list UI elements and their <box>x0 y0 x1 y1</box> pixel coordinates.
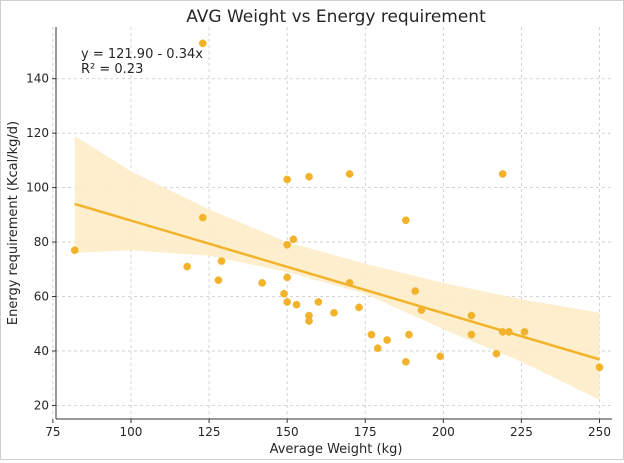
x-tick-label: 200 <box>432 425 455 439</box>
axes <box>55 27 612 420</box>
data-point <box>401 357 410 366</box>
regression-equation: y = 121.90 - 0.34x <box>81 47 203 62</box>
x-tick-label: 150 <box>276 425 299 439</box>
data-point <box>355 303 363 312</box>
data-point <box>498 170 507 178</box>
y-axis-label: Energy requirement (Kcal/kg/d) <box>6 121 21 325</box>
data-point <box>283 298 291 306</box>
y-tick-label: 100 <box>26 181 49 195</box>
data-point <box>217 257 226 265</box>
data-point <box>520 328 529 336</box>
data-point <box>289 235 298 244</box>
data-points <box>70 39 604 372</box>
y-tick-label: 20 <box>34 398 49 412</box>
data-point <box>345 170 354 178</box>
data-point <box>467 330 476 339</box>
x-tick-label: 125 <box>198 425 221 439</box>
data-point <box>405 330 413 339</box>
data-point <box>283 273 291 282</box>
confidence-band <box>74 135 600 400</box>
y-tick-label: 60 <box>34 290 49 304</box>
data-point <box>467 311 476 320</box>
x-tick-label: 225 <box>510 425 533 439</box>
data-point <box>305 317 313 325</box>
y-tick-label: 80 <box>34 235 49 249</box>
x-axis-label: Average Weight (kg) <box>270 442 403 457</box>
regression-line-group <box>74 202 600 361</box>
data-point <box>505 328 513 336</box>
data-point <box>314 298 323 306</box>
data-point <box>492 349 501 358</box>
y-tick-label: 140 <box>26 72 49 86</box>
data-point <box>292 300 301 309</box>
data-point <box>436 352 445 361</box>
data-point <box>345 279 354 287</box>
y-tick-label: 120 <box>26 126 49 140</box>
data-point <box>330 308 338 317</box>
x-tick-label: 175 <box>354 425 377 439</box>
data-point <box>417 306 426 314</box>
data-point <box>595 363 604 372</box>
tick-labels: 75 100 125 150 175 200 225 250 20 40 60 80 100 120 140 <box>26 72 611 439</box>
confidence-band-group <box>74 135 600 400</box>
x-tick-label: 250 <box>588 425 611 439</box>
data-point <box>258 279 267 287</box>
data-point <box>280 289 288 298</box>
data-point <box>70 246 79 255</box>
data-point <box>305 172 313 181</box>
x-tick-label: 100 <box>120 425 143 439</box>
data-point <box>283 175 291 184</box>
data-point <box>367 330 376 339</box>
y-tick-label: 40 <box>34 344 49 358</box>
data-point <box>401 216 410 225</box>
data-point <box>198 39 207 48</box>
data-point <box>198 213 207 222</box>
x-tick-label: 75 <box>45 425 60 439</box>
data-point <box>183 262 192 271</box>
data-point <box>214 276 223 285</box>
chart-title: AVG Weight vs Energy requirement <box>186 7 486 27</box>
data-point <box>283 240 291 249</box>
data-point <box>411 287 420 295</box>
data-point <box>373 344 382 353</box>
data-point <box>383 336 391 344</box>
regression-line <box>74 202 600 361</box>
r-squared-label: R² = 0.23 <box>81 62 143 77</box>
